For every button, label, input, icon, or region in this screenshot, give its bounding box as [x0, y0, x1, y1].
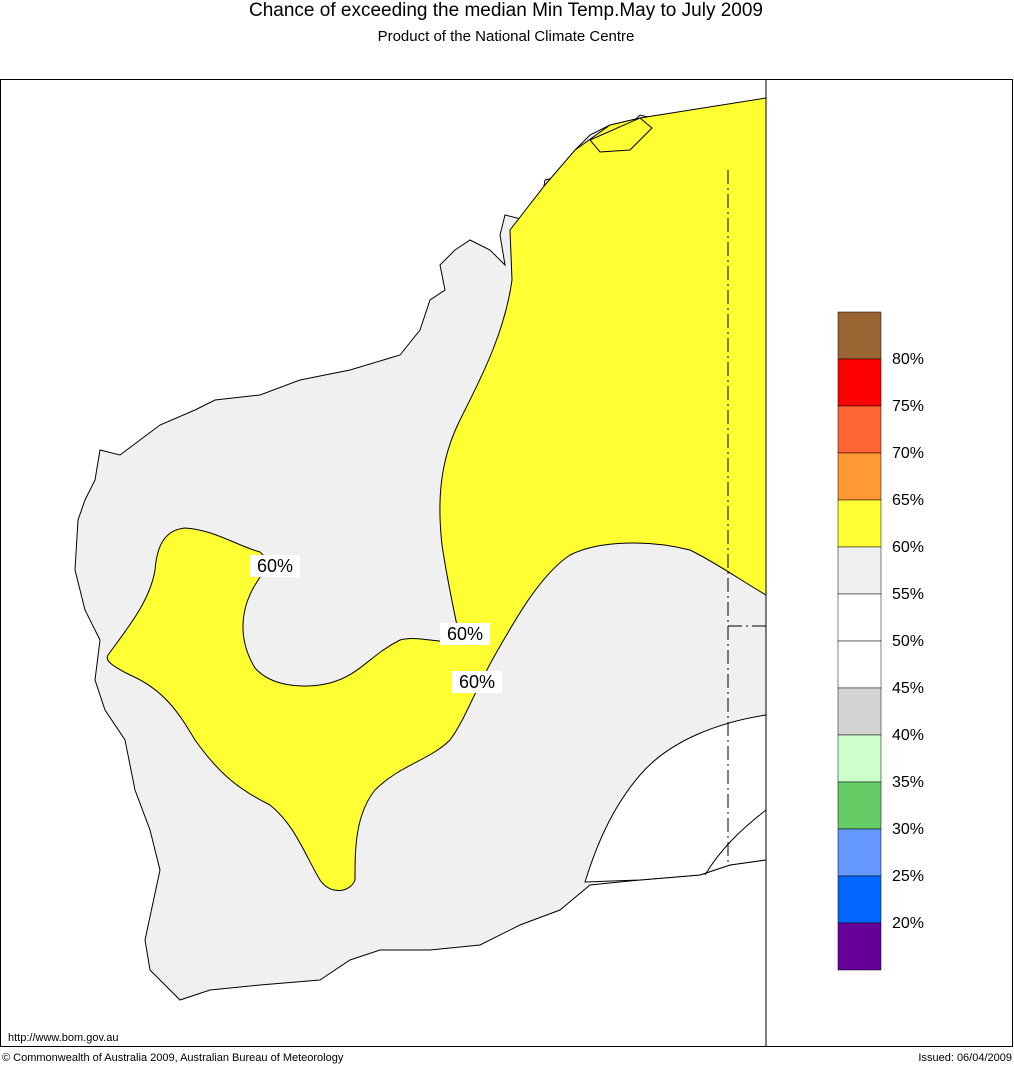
legend-swatch: [837, 405, 882, 454]
legend-label: 80%: [892, 351, 924, 368]
legend-swatch: [837, 546, 882, 595]
legend-swatch: [837, 875, 882, 924]
legend-label: 30%: [892, 821, 924, 838]
legend-label: 70%: [892, 445, 924, 462]
issued: Issued: 06/04/2009: [918, 1052, 1012, 1064]
legend-swatch: [837, 640, 882, 689]
subtitle: Product of the National Climate Centre: [378, 28, 635, 45]
contour-label-bg: [250, 555, 300, 577]
border: [727, 170, 766, 865]
legend-swatch: [837, 687, 882, 736]
contour-label: 60%: [459, 672, 495, 692]
legend-label: 75%: [892, 398, 924, 415]
map: 60% 60% 60%: [74, 79, 767, 1047]
legend-label: 20%: [892, 915, 924, 932]
contour-label-bg: [440, 623, 490, 645]
legend-swatch: [837, 922, 882, 971]
contour-label: 60%: [257, 556, 293, 576]
legend-swatch: [837, 593, 882, 642]
legend-swatch: [837, 828, 882, 877]
legend-label: 65%: [892, 492, 924, 509]
legend-label: 50%: [892, 633, 924, 650]
legend-swatch: [837, 781, 882, 830]
legend: 80% 75% 70% 65% 60% 55% 50% 45% 40% 35% 30% 25% 20%: [837, 311, 924, 971]
contour-label-bg: [452, 671, 502, 693]
legend-swatch: [837, 358, 882, 407]
legend-label: 60%: [892, 539, 924, 556]
legend-label: 45%: [892, 680, 924, 697]
url: http://www.bom.gov.au: [8, 1032, 118, 1044]
legend-swatch: [837, 499, 882, 548]
legend-swatch: [837, 452, 882, 501]
title: Chance of exceeding the median Min Temp.…: [249, 0, 763, 21]
copyright: © Commonwealth of Australia 2009, Austra…: [2, 1052, 344, 1064]
legend-swatch: [837, 311, 882, 360]
region-60-65: [106, 97, 767, 891]
region-50-55: [584, 714, 767, 883]
contour-label: 60%: [447, 624, 483, 644]
legend-label: 55%: [892, 586, 924, 603]
legend-label: 25%: [892, 868, 924, 885]
legend-label: 35%: [892, 774, 924, 791]
legend-swatch: [837, 734, 882, 783]
contour: [704, 809, 767, 876]
legend-label: 40%: [892, 727, 924, 744]
